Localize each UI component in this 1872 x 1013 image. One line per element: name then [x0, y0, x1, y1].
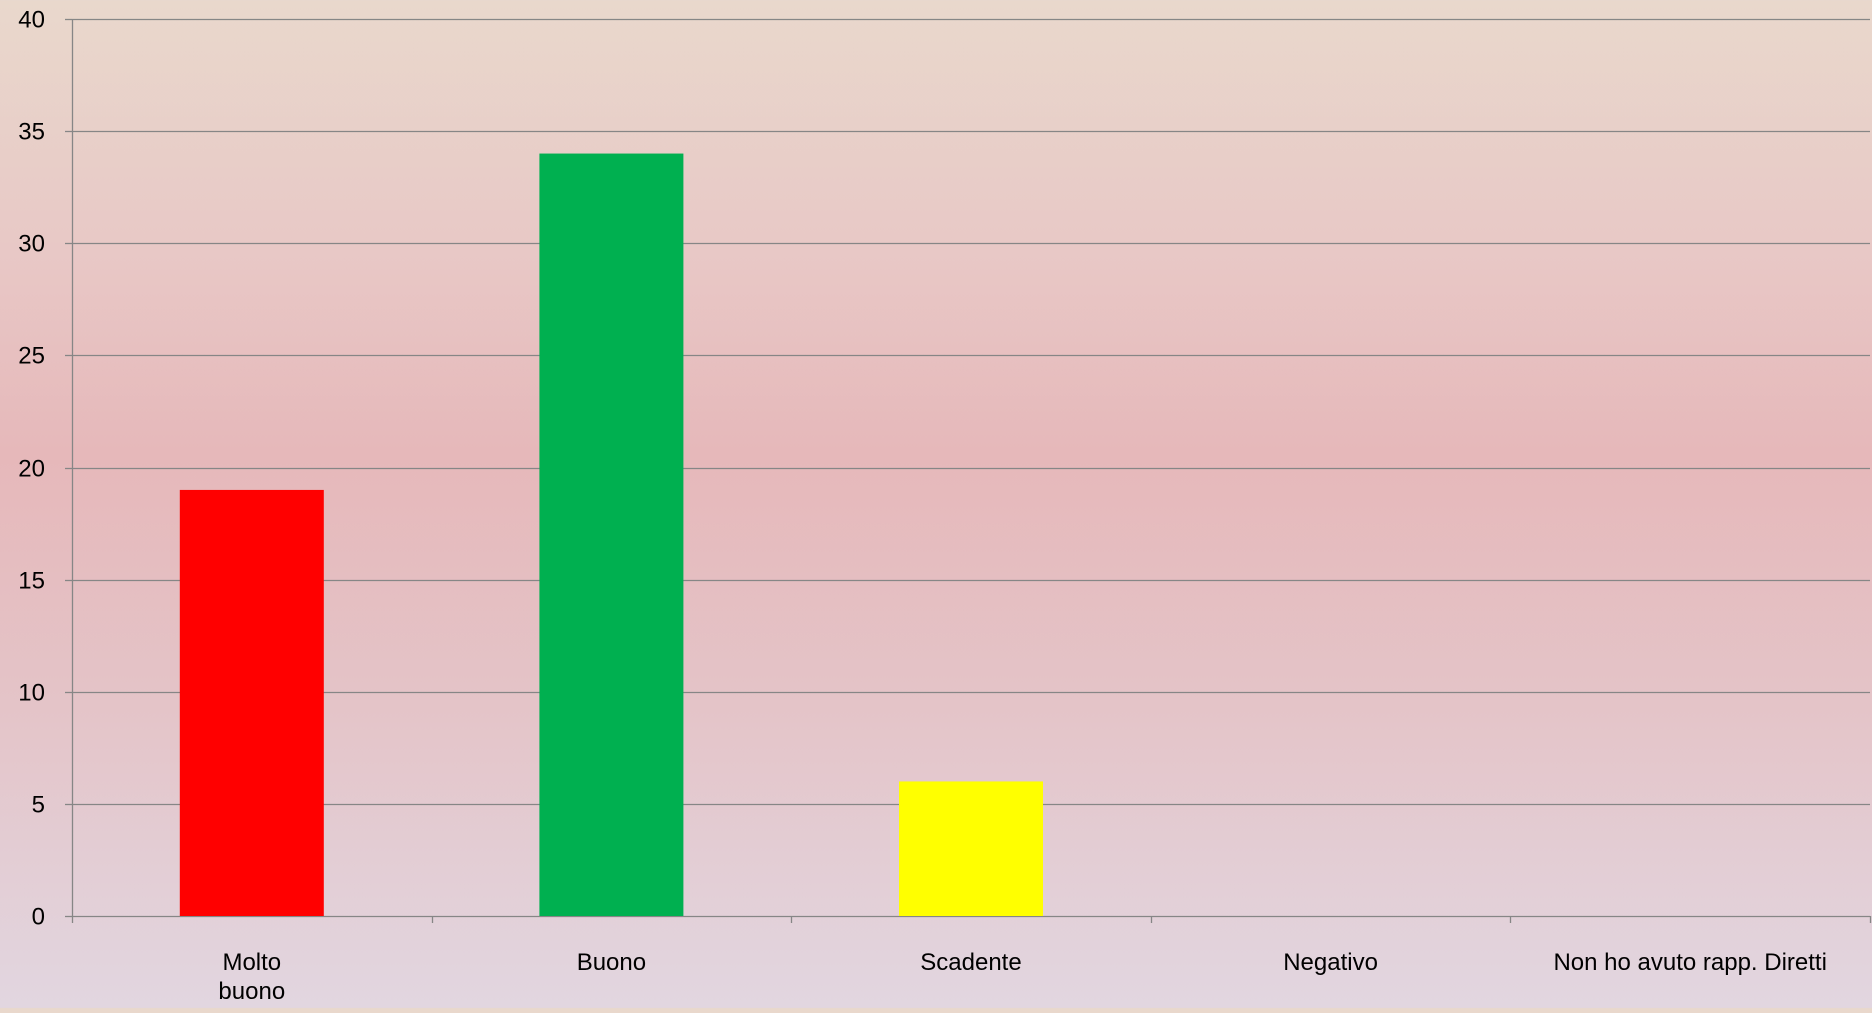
- bar: [539, 153, 684, 917]
- bar: [179, 489, 324, 916]
- y-tick-label: 25: [18, 343, 45, 370]
- gridlines: [72, 18, 1870, 806]
- bars: [179, 153, 1043, 917]
- y-tick-label: 20: [18, 456, 45, 483]
- x-tick-label: Molto buono: [218, 949, 285, 1005]
- y-tick-label: 10: [18, 680, 45, 707]
- y-tick-label: 30: [18, 231, 45, 258]
- axes: [65, 18, 1872, 923]
- y-tick-label: 40: [18, 7, 45, 34]
- x-tick-label: Negativo: [1283, 949, 1378, 976]
- y-tick-label: 5: [32, 792, 45, 819]
- x-tick-label: Buono: [577, 949, 646, 976]
- bar: [899, 781, 1043, 916]
- x-tick-labels: Molto buono Buono Scadente Negativo Non ho av…: [218, 949, 1827, 1005]
- y-tick-labels: 0 5 10 15 20 25 30 35 40: [18, 7, 45, 931]
- x-tick-label: Non ho avuto rapp. Diretti: [1553, 949, 1826, 976]
- y-tick-label: 35: [18, 119, 45, 146]
- y-tick-label: 15: [18, 568, 45, 595]
- y-tick-label: 0: [32, 904, 45, 931]
- x-tick-label: Scadente: [920, 949, 1021, 976]
